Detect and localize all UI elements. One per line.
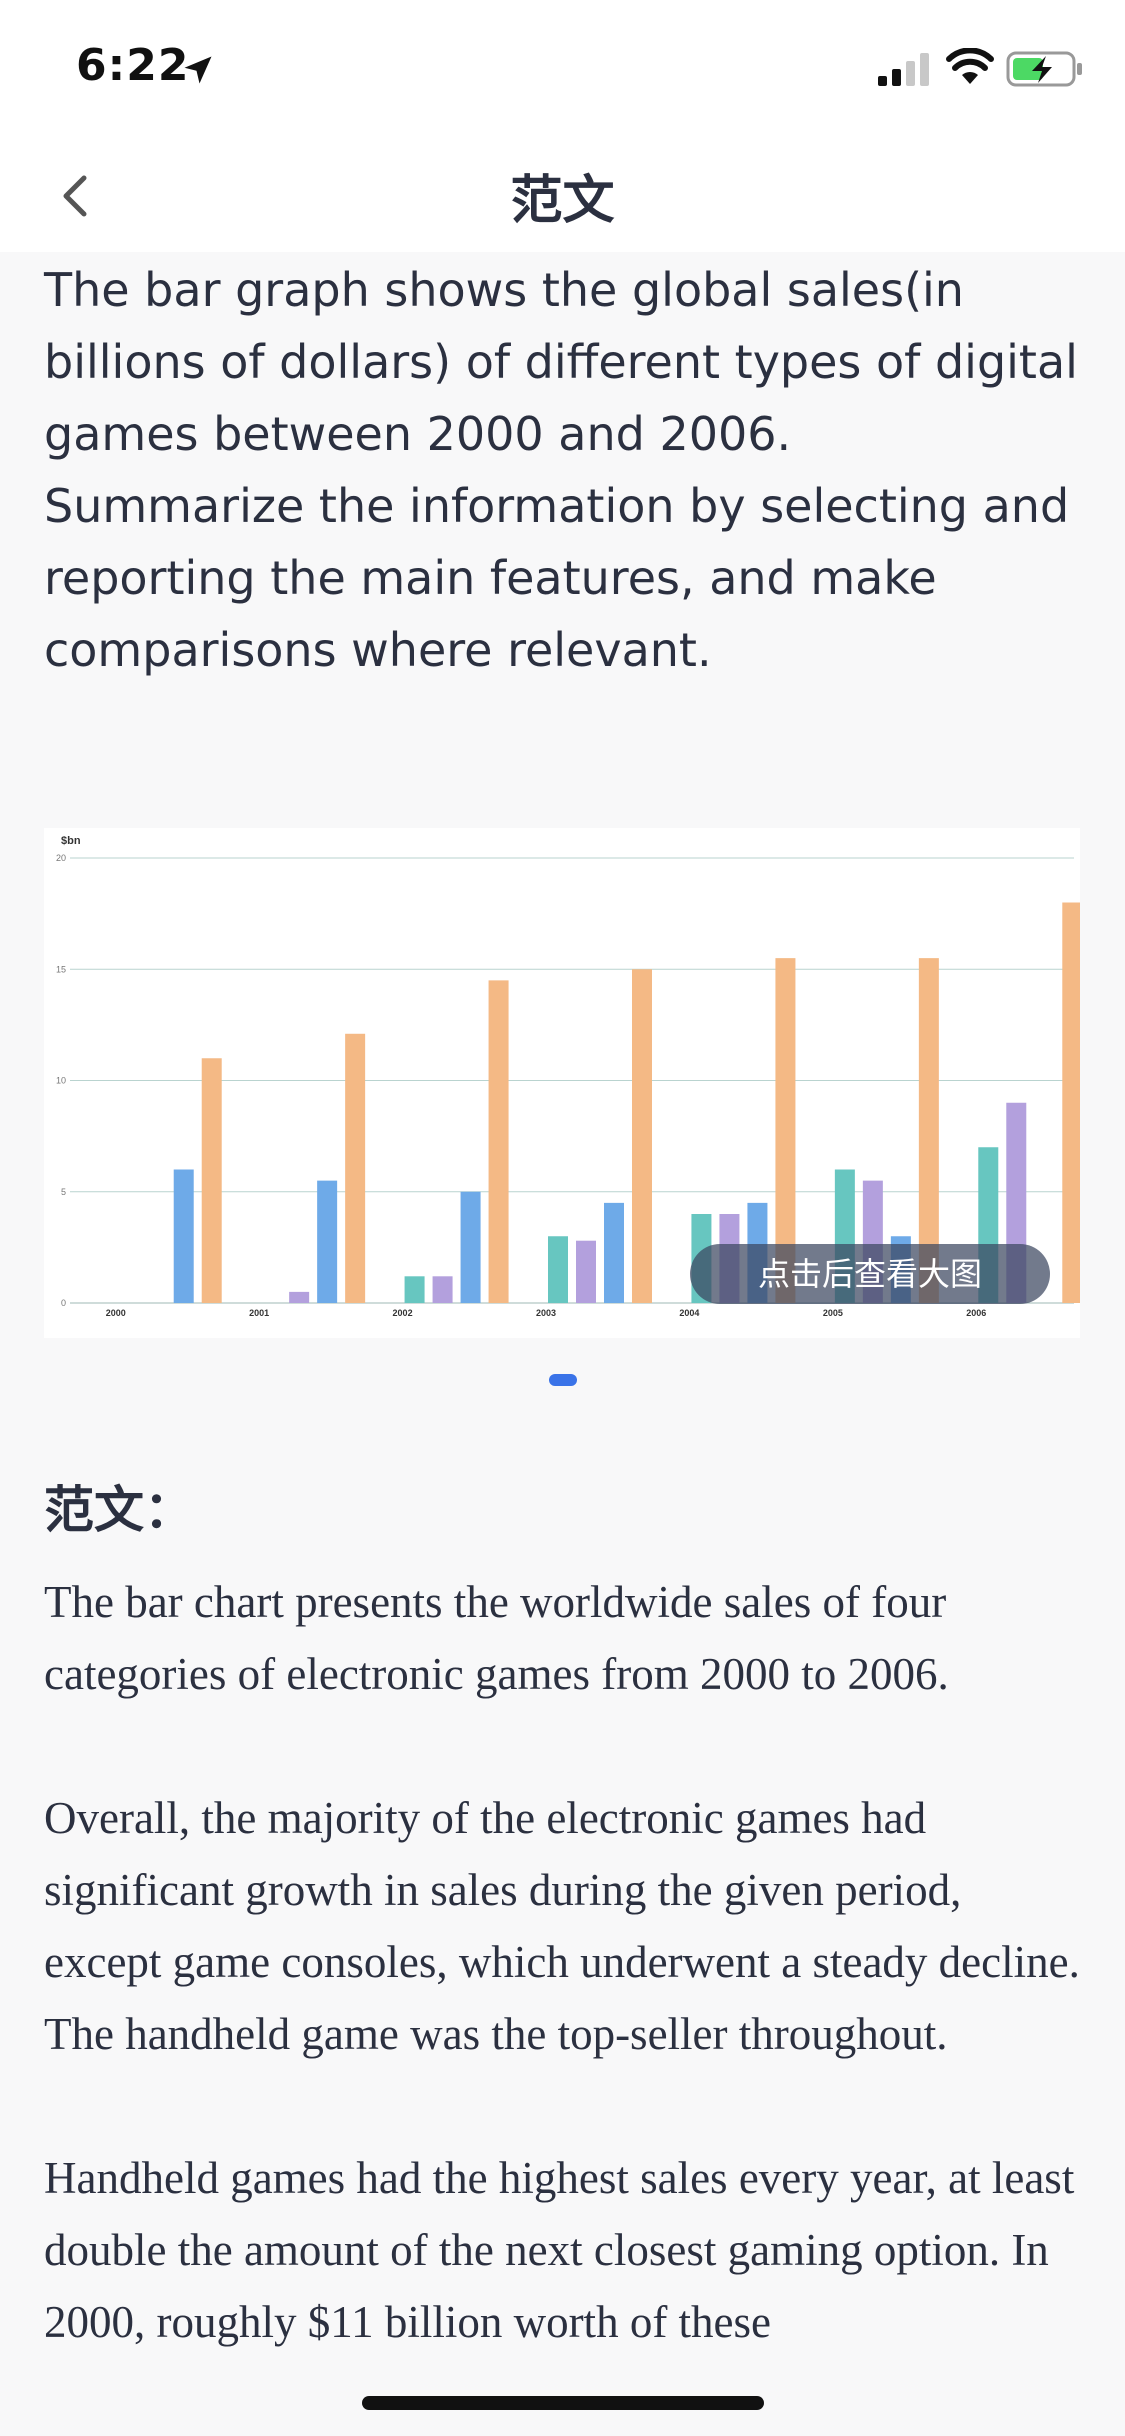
y-tick-label: 5 bbox=[61, 1187, 66, 1197]
bar bbox=[317, 1180, 338, 1303]
x-tick-label: 2004 bbox=[679, 1308, 699, 1318]
status-time: 6:22 bbox=[76, 40, 190, 91]
bar bbox=[460, 1191, 481, 1303]
bar bbox=[201, 1058, 222, 1303]
status-bar: 6:22 bbox=[0, 0, 1125, 140]
x-tick-label: 2006 bbox=[966, 1308, 986, 1318]
bar bbox=[404, 1276, 425, 1303]
essay-paragraph: Overall, the majority of the electronic … bbox=[44, 1793, 1080, 2059]
chart-image[interactable]: $bn 0 5 10 15 20 2000 2001 2002 2003 2004 2005 2006 bbox=[44, 828, 1080, 1338]
y-axis-label: $bn bbox=[61, 835, 81, 847]
x-tick-label: 2001 bbox=[249, 1308, 269, 1318]
y-tick-label: 0 bbox=[61, 1298, 66, 1308]
view-large-image-button[interactable]: 点击后查看大图 bbox=[690, 1244, 1050, 1304]
y-tick-label: 15 bbox=[56, 964, 66, 974]
page-title: 范文 bbox=[510, 171, 615, 231]
prompt-paragraph: Summarize the information by selecting a… bbox=[44, 479, 1070, 677]
bar bbox=[432, 1276, 453, 1303]
bar bbox=[576, 1240, 596, 1303]
bar bbox=[918, 958, 939, 1303]
bar bbox=[345, 1033, 366, 1303]
x-tick-label: 2005 bbox=[823, 1308, 843, 1318]
bar bbox=[289, 1291, 310, 1303]
prompt-paragraph: The bar graph shows the global sales(in … bbox=[44, 263, 1078, 461]
essay-heading: 范文： bbox=[44, 1481, 194, 1539]
back-chevron-icon[interactable] bbox=[46, 166, 106, 226]
cellular-signal-icon bbox=[878, 53, 929, 86]
carousel-page-indicator[interactable] bbox=[549, 1374, 577, 1386]
battery-charging-icon bbox=[1006, 51, 1082, 87]
x-tick-label: 2002 bbox=[393, 1308, 413, 1318]
x-tick-label: 2000 bbox=[106, 1308, 126, 1318]
bar bbox=[1062, 902, 1080, 1303]
y-tick-label: 20 bbox=[56, 853, 66, 863]
essay-paragraph: Handheld games had the highest sales eve… bbox=[44, 2153, 1075, 2347]
location-arrow-icon bbox=[184, 56, 212, 84]
bar bbox=[173, 1169, 194, 1303]
essay-paragraph: The bar chart presents the worldwide sal… bbox=[44, 1577, 949, 1699]
bar bbox=[548, 1236, 568, 1303]
model-essay: The bar chart presents the worldwide sal… bbox=[44, 1566, 1084, 2430]
bar bbox=[488, 980, 509, 1303]
x-tick-label: 2003 bbox=[536, 1308, 556, 1318]
bar bbox=[604, 1202, 624, 1303]
wifi-icon bbox=[946, 48, 994, 84]
home-indicator[interactable] bbox=[362, 2396, 764, 2410]
bar bbox=[775, 958, 796, 1303]
task-prompt: The bar graph shows the global sales(in … bbox=[44, 254, 1084, 686]
nav-bar: 范文 bbox=[0, 140, 1125, 252]
y-tick-label: 10 bbox=[56, 1076, 66, 1086]
bar bbox=[632, 969, 652, 1303]
